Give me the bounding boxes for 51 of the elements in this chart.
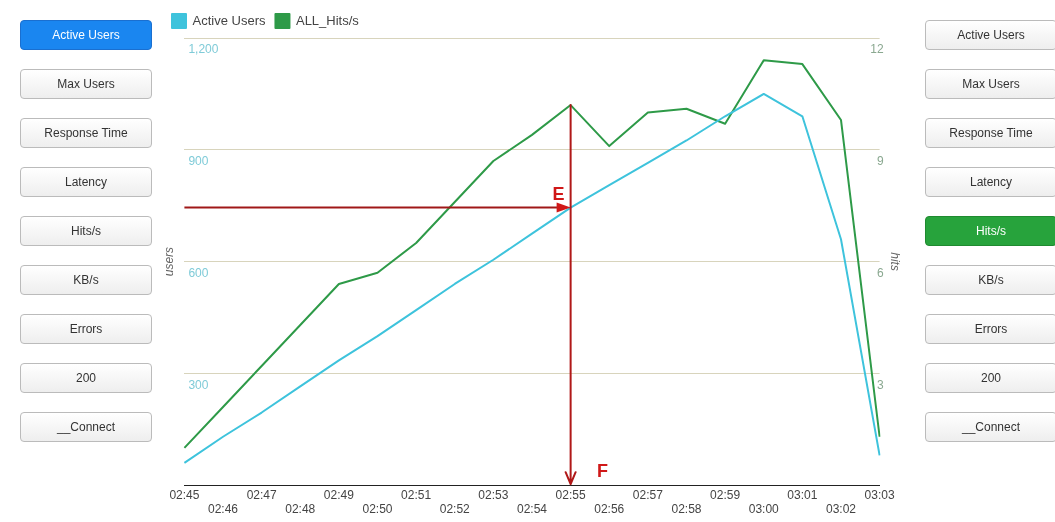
text: Max Users [925,69,1055,99]
text: Active Users [20,20,152,50]
x-tick-label: 02:59 [710,487,741,502]
text: Hits/s [925,216,1055,246]
text: Hits/s [20,216,152,246]
text: 200 [20,363,152,393]
text: 200 [925,363,1055,393]
x-tick-label: 03:02 [825,502,857,517]
text: Max Users [20,69,152,99]
legend-label: ALL_Hits/s [295,12,360,28]
x-tick-label: 02:46 [208,502,239,517]
x-tick-label: 02:55 [555,487,586,502]
x-tick-label: 02:49 [323,487,355,502]
x-tick-label: 02:56 [594,502,625,517]
x-tick-label: 02:45 [169,487,200,502]
x-tick-label: 02:58 [671,502,702,517]
x-tick-label: 02:50 [362,502,393,517]
y-axis-title: users [161,246,176,277]
x-tick-label: 02:48 [285,502,316,517]
text: __Connect [20,412,152,442]
y-tick-label: 1,200 [188,42,219,57]
ref-line-label: F [597,461,609,482]
x-tick-label: 02:54 [516,502,548,517]
text: Errors [925,314,1055,344]
text: Latency [925,167,1055,197]
y-tick-label: 900 [188,154,209,169]
annotation: E [552,183,565,204]
y2-tick-label: 12 [870,42,884,57]
text: __Connect [925,412,1055,442]
y-tick-label: 300 [188,377,209,392]
text: Latency [20,167,152,197]
x-tick-label: 02:57 [632,487,664,502]
text: KB/s [20,265,152,295]
x-tick-label: 03:01 [787,487,818,502]
legend-label: Active Users [192,12,266,28]
x-tick-label: 03:03 [864,487,895,502]
y-tick-label: 600 [188,265,209,280]
y2-tick-label: 3 [876,377,884,392]
text: Response Time [20,118,152,148]
text: Active Users [925,20,1055,50]
x-tick-label: 02:51 [401,487,432,502]
text: Errors [20,314,152,344]
y2-axis-title: hits [888,252,903,271]
text: Response Time [925,118,1055,148]
x-tick-label: 03:00 [748,502,780,517]
x-tick-label: 02:47 [246,487,277,502]
text: KB/s [925,265,1055,295]
y2-tick-label: 6 [876,265,884,280]
x-tick-label: 02:53 [478,487,509,502]
x-tick-label: 02:52 [439,502,471,517]
y2-tick-label: 9 [876,154,884,169]
